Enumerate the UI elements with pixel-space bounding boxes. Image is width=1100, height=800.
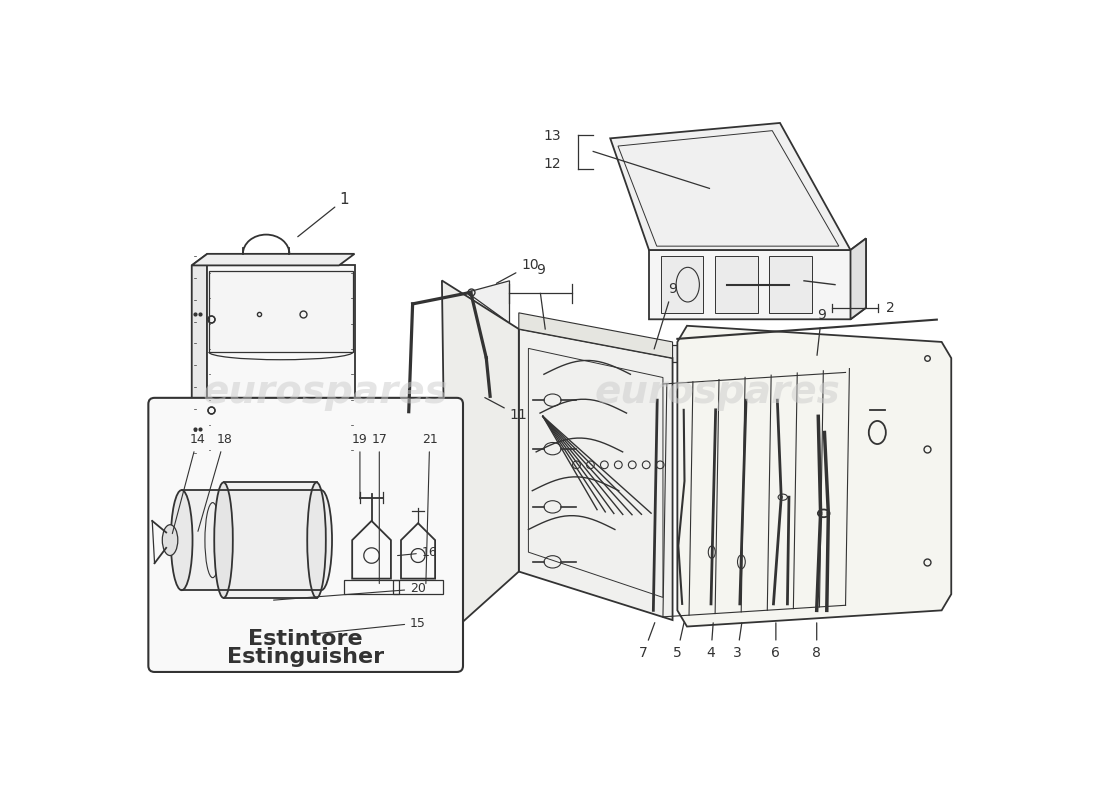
Bar <box>344 580 398 594</box>
FancyBboxPatch shape <box>148 398 463 672</box>
Polygon shape <box>519 329 672 620</box>
Polygon shape <box>191 254 207 458</box>
Text: 17: 17 <box>372 434 387 583</box>
Text: 5: 5 <box>673 622 684 659</box>
Text: 2: 2 <box>887 301 895 315</box>
Bar <box>182 490 321 590</box>
Text: 14: 14 <box>173 434 205 534</box>
Text: 8: 8 <box>812 623 821 659</box>
Bar <box>209 271 353 352</box>
Ellipse shape <box>163 525 178 555</box>
Text: 9: 9 <box>817 308 826 355</box>
Ellipse shape <box>307 482 326 598</box>
Text: 3: 3 <box>733 623 741 659</box>
Text: 7: 7 <box>639 622 654 659</box>
Text: 20: 20 <box>274 582 426 600</box>
Bar <box>207 266 354 458</box>
Bar <box>612 342 629 365</box>
Bar <box>769 256 812 313</box>
Text: eurospares: eurospares <box>202 373 448 410</box>
Text: 1: 1 <box>298 192 350 237</box>
Polygon shape <box>850 238 866 319</box>
Polygon shape <box>442 281 519 636</box>
Polygon shape <box>519 313 672 358</box>
Text: Estintore: Estintore <box>249 629 363 649</box>
Text: 10: 10 <box>496 258 539 283</box>
Text: 11: 11 <box>485 398 527 422</box>
Text: eurospares: eurospares <box>594 373 840 410</box>
Polygon shape <box>191 254 354 266</box>
Text: 19: 19 <box>352 434 367 499</box>
Text: Estinguisher: Estinguisher <box>227 646 384 666</box>
Bar <box>394 580 443 594</box>
Polygon shape <box>649 238 866 319</box>
Bar <box>661 256 703 313</box>
Polygon shape <box>466 281 509 323</box>
Text: 18: 18 <box>198 434 232 531</box>
Bar <box>618 345 695 362</box>
Bar <box>407 410 421 418</box>
Bar <box>715 256 758 313</box>
Text: 13: 13 <box>543 129 561 143</box>
Polygon shape <box>610 123 850 250</box>
Text: 21: 21 <box>421 434 438 583</box>
Text: 16: 16 <box>397 546 438 559</box>
Bar <box>223 482 317 598</box>
Text: 12: 12 <box>543 157 561 170</box>
Text: 15: 15 <box>312 617 426 634</box>
Ellipse shape <box>310 490 332 590</box>
Ellipse shape <box>170 490 192 590</box>
Polygon shape <box>678 326 952 626</box>
Bar <box>485 396 498 404</box>
Text: 9: 9 <box>654 282 676 349</box>
Text: 4: 4 <box>706 623 715 659</box>
Text: 6: 6 <box>771 623 780 659</box>
Ellipse shape <box>214 482 233 598</box>
Text: 9: 9 <box>536 263 544 277</box>
